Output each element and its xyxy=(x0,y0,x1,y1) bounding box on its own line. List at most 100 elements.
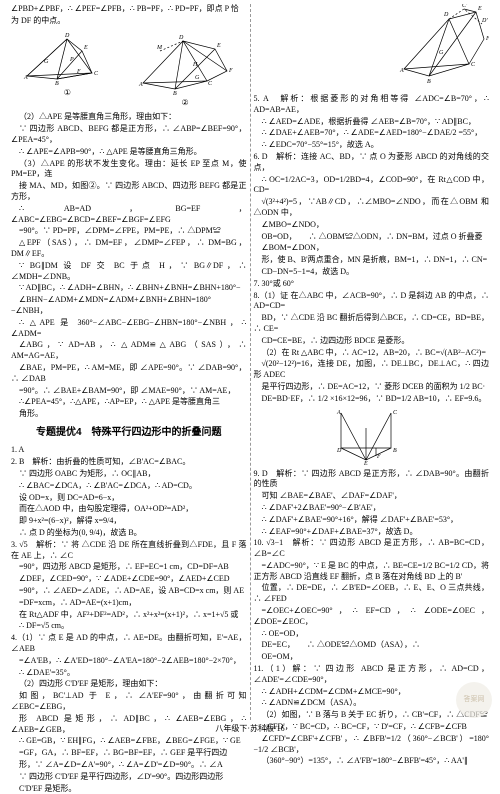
answer-line: 6. D 解析：连接 AC、BD，∵ 点 O 为菱形 ABCD 的对角线的交点， xyxy=(254,152,490,174)
text-line: ∴ ∠EAF=90°+∠DAF+∠BAE=37°，故选 D。 xyxy=(254,527,490,538)
figure-row: ABC DEP FG ① ABC DEF HMG ② xyxy=(11,31,247,109)
svg-text:B: B xyxy=(427,79,431,85)
text-line: ∴ ∠DAF'+∠BAE'=90°+16°，解得 ∠DAF'+∠BAE'=53°… xyxy=(254,515,490,526)
text-line: 在 Rt△ADF 中，AF²+DF²=AD²，∴ x²+x²=(x+1)²，∴ … xyxy=(11,610,247,621)
text-line: OE=OM， xyxy=(254,652,490,663)
svg-text:C: C xyxy=(393,410,398,416)
text-line: =90°，四边形 ABCD 是矩形，∴ EF=EC=1 cm，CD=DF=AB xyxy=(11,562,247,573)
svg-text:A: A xyxy=(336,410,341,416)
svg-text:C: C xyxy=(94,71,99,77)
text-line: ∴ AB=AD，BG=EF，∠ABC=∠EBG=∠BCD=∠BEF=∠BGF=∠… xyxy=(11,204,247,226)
text-line: △EPF（SAS），∴ DM=EF，∠DMP=∠FEP，∴ DM=BG，DM∥E… xyxy=(11,238,247,260)
text-line: √(20²−12²)=16，连接 DE，加图，∴ DE⊥BC，DE⊥AC，∴ 四… xyxy=(254,359,490,381)
svg-text:D: D xyxy=(443,12,449,18)
answer-line: 8.（1）证 在△ABC 中，∠ACB=90°，∴ D 是斜边 AB 的中点，∴… xyxy=(254,291,490,313)
text-line: ∴ ∠DAF'+2∠BAE'=90°−∠B'AE'， xyxy=(254,503,490,514)
text-line: ∴∠PEA=45°，∴△APE，∴AP=EP，∴ △APE 是等腰直角三 xyxy=(11,397,247,408)
text-line: ∵ BG∥DM 设 DF 交 BC 于点 H，∵ BG∥DF，∴ ∠MDH=∠D… xyxy=(11,261,247,283)
text-line: 即 9+x²=(6−x)²，解得 x=9/4， xyxy=(11,516,247,527)
text-line: 是平行四边形，∴ DE=AC=12，∵ 菱形 DCEB 的面积为 1/2 BC· xyxy=(254,382,490,393)
svg-text:P: P xyxy=(69,57,74,63)
svg-text:M: M xyxy=(156,45,163,51)
watermark-badge: 答案网 xyxy=(456,682,492,718)
svg-text:G: G xyxy=(44,59,49,65)
text-line: （2）在 Rt △ABC 中，∴ AC=12，AB=20，∴ BC=√(AB²−… xyxy=(254,348,490,359)
svg-text:C: C xyxy=(471,62,476,68)
answer-line: 4.（1）∵ 点 E 是 AD 的中点，∴ AE=DE。由翻折可知，E'=AE，… xyxy=(11,633,247,655)
text-line: （2）△APE 是等腰直角三角形，理由如下： xyxy=(11,112,247,123)
text-line: 形，使 B、B'两点重合，MN 是折痕，BM=1，∴ DN=1，∴ CN= xyxy=(254,255,490,266)
text-line: ∴ DF=√5 cm。 xyxy=(11,621,247,632)
answer-line: 2. B 解析：由折叠的性质可知，∠B'AC=∠BAC。 xyxy=(11,457,247,468)
text-line: ∴ OC=1/2AC=3，OD=1/2BD=4，∠COD=90°，在 Rt△CO… xyxy=(254,175,490,197)
text-line: ∴ ∠APE=∠APB=90°，∴ △APE 是等腰直角三角形。 xyxy=(11,147,247,158)
text-line: ∠ABG，∵ AD=AB，∴ △ADM≌△ABG（SAS），∴ AM=AG=AE… xyxy=(11,340,247,362)
figure-middle: ACD BEF xyxy=(254,408,490,466)
svg-text:E: E xyxy=(477,6,482,12)
svg-text:H: H xyxy=(192,62,198,68)
svg-text:B: B xyxy=(393,448,397,454)
text-line: CD−DN=5−1=4，故选 D。 xyxy=(254,267,490,278)
text-line: ∴ ∠BAC=∠DCA，∴ ∠B'AC=∠DCA，∴ AD=CD。 xyxy=(11,481,247,492)
text-line: 接 MA、MD，如图②。∵ 四边形 ABCD、四边形 BEFG 都是正方形， xyxy=(11,181,247,203)
svg-text:C: C xyxy=(208,81,213,87)
text-line: =90°，∴ ∠AED=∠ADE，∴ AD=AE，设 AB=CD=x cm，则 … xyxy=(11,586,247,597)
left-column: ∠PBD+∠PBF，∴ ∠PEF=∠PFB，∴ PB=PF，∴ PD=PF，即点… xyxy=(8,4,251,720)
text-line: 如图，BC'⊥AD 于 E，∴ ∠A'EF=90°，由翻折可知 ∠EBC=∠EB… xyxy=(11,691,247,713)
svg-text:F: F xyxy=(228,68,233,74)
text-line: ∵ AD∥BC，∴ ∠ADH=∠BHN，∴ ∠BHN+∠BNH=∠BHN+180… xyxy=(11,283,247,294)
text-line: √(3²+4²)=5，∵AB∥CD，∴∠MBO=∠NDO，而在△OBM 和△OD… xyxy=(254,197,490,219)
text-line: （3）△APE 的形状不发生变化。理由：延长 EP 至点 M，使 PM=EP，连 xyxy=(11,159,247,181)
answer-line: 11.（1）解：∵ 四边形 ABCD 是正方形，∴ AD=CD，∠ADE'=∠C… xyxy=(254,664,490,686)
page-footer: 八年级下·苏科版·16 xyxy=(0,724,500,735)
text-line: =DF=xcm，∴ AD=AE=(x+1)cm， xyxy=(11,598,247,609)
text-line: BD，∵ △CDE 沿 BC 翻折后得到△BCE，∴ CD=CE，BD=BE，∴… xyxy=(254,313,490,335)
text-line: ∵ 四边形 C'D'EF 是平行四边形，∠D'=90°。四边形四边形 xyxy=(11,772,247,783)
text-line: ∴ △APE 是 360°−∠ABC−∠EBG−∠HBN=180°−∠NBH，∴… xyxy=(11,318,247,340)
text-line: （360°−90°）=135°，∴ ∠A'FB'=180°−∠BFB'=45°，… xyxy=(254,756,490,767)
text-line: ∴ ∠EDC=70°−55°=15°，故选 A。 xyxy=(254,140,490,151)
text-line: =90°。∴ ∠BAE+∠BAM=90°，即 ∠MAE=90°，∵ AM=AE， xyxy=(11,386,247,397)
text-line: ∠BOM=∠DON， xyxy=(254,243,490,254)
figure-label: ① xyxy=(64,88,71,99)
svg-text:A: A xyxy=(23,75,28,81)
answer-line: 5. A 解析：根据菱形的对角相等得 ∠ADC=∠B=70°，∴ AD=AB=A… xyxy=(254,94,490,116)
text-line: ∴ ∠DAE'=35°。 xyxy=(11,668,247,679)
svg-text:G: G xyxy=(439,50,444,56)
text-line: ∴ 点 D 的坐标为(0, 9/4)，故选 B。 xyxy=(11,528,247,539)
text-line: OB=OD， ∴ △OBM≌△ODN，∴ DN=BM，过点 O 折叠菱 xyxy=(254,232,490,243)
svg-text:F: F xyxy=(76,69,81,75)
text-line: =∠A'EB，∴ ∠A'ED=180°−∠A'EA=180°−2∠AEB=180… xyxy=(11,656,247,667)
figure-2: ABC DEF HMG ② xyxy=(135,31,235,109)
text-line: DE=EC， ∴ △ODE≌△OMD（ASA），∴ xyxy=(254,640,490,651)
svg-text:A: A xyxy=(138,82,143,88)
text-line: 为 DF 的中点。 xyxy=(11,16,247,27)
svg-text:D: D xyxy=(178,35,184,41)
svg-text:A: A xyxy=(399,68,404,74)
text-line: ∴ OE=OD， xyxy=(254,629,490,640)
text-line: 可知 ∠BAE=∠BAE'、∠DAF=∠DAF'， xyxy=(254,491,490,502)
answer-line: 1. A xyxy=(11,445,247,456)
text-line: =GF，GA，∴ BF=EF，∴ BG=BF=EF，∴ GEF 是平行四边 xyxy=(11,748,247,759)
text-line: ∴ ∠DAE+∠AEB=70°，∴ ∠ADE=∠AED=180°−∠DAE/2 … xyxy=(254,128,490,139)
text-line: ∴ ∠ADH+∠CDM=∠CDM+∠MCE=90°， xyxy=(254,687,490,698)
text-line: CD=CE=BE，∴ 边四边形 BDCE 是菱形。 xyxy=(254,336,490,347)
text-line: 而在△AOD 中，由勾股定理得，OA²+OD²=AD²， xyxy=(11,504,247,515)
answer-line: 9. D 解析：∵ 四边形 ABCD 是正方形，∴ ∠DAB=90°。由翻折的性… xyxy=(254,469,490,491)
svg-text:D': D' xyxy=(481,18,488,24)
svg-text:F: F xyxy=(485,36,489,42)
svg-text:B: B xyxy=(173,91,177,96)
text-line: ∵ 四边形 ABCD、BEFG 都是正方形，∴ ∠ABP=∠BEF=90°，∠P… xyxy=(11,124,247,146)
svg-text:E: E xyxy=(216,43,221,49)
svg-text:E: E xyxy=(83,45,88,51)
text-line: =∠ADC=90°，∵ E 是 BC 的中点，∴ BE=CE=1/2 BC=1/… xyxy=(254,561,490,583)
svg-text:C': C' xyxy=(462,4,468,9)
text-line: ∵ 四边形 OABC 为矩形，∴ OC∥AB， xyxy=(11,469,247,480)
figure-label: ② xyxy=(182,98,189,109)
figure-top-right: A B C D E F C' D' G xyxy=(254,4,490,94)
figure-1: ABC DEP FG ① xyxy=(22,31,112,109)
answer-line: 3. √5 解析：∵ 将 △CDE 沿 DE 所在直线折叠到△FDE，且 F 落… xyxy=(11,540,247,562)
svg-text:B: B xyxy=(55,81,59,86)
text-line: 位置，∴ DE=DE，∴ ∠B'ED=∠OEB，∴ E、E、O 三点共线，∴ ∠… xyxy=(254,583,490,605)
text-line: 形，∵ ∠A=∠D=∠A'=90°，∴ ∠A=∠D'=∠D=90°。∴ ∠A xyxy=(11,760,247,771)
